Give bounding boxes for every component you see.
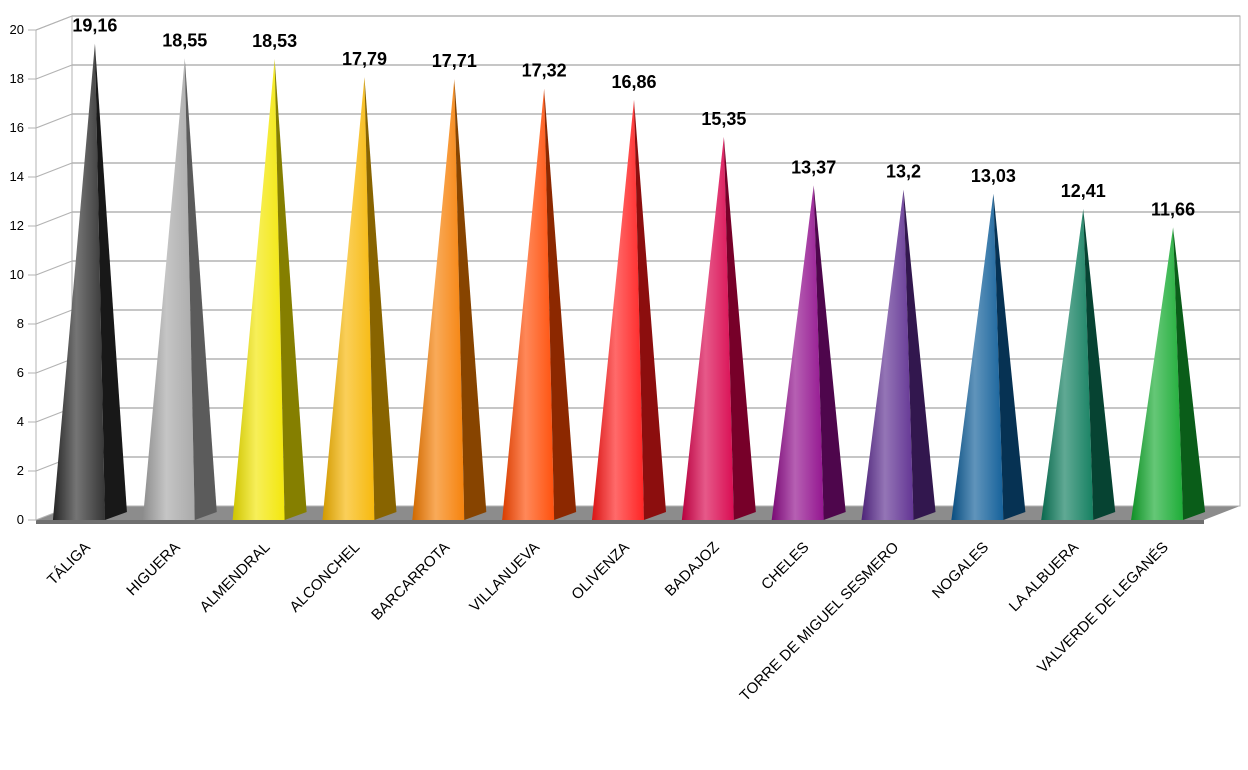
bar-torre-de-miguel-sesmero <box>861 189 936 520</box>
bar-front-face <box>1041 208 1094 520</box>
x-tick-label: BADAJOZ <box>662 539 723 600</box>
bar-cheles <box>771 185 846 520</box>
bar-alconchel <box>322 77 397 521</box>
gridline-side <box>35 358 73 374</box>
data-label: 18,55 <box>162 31 207 51</box>
y-tick-label: 20 <box>10 22 24 37</box>
data-label: 13,03 <box>971 166 1016 186</box>
data-label: 17,79 <box>342 49 387 69</box>
bar-side-face <box>364 77 397 521</box>
bar-t-liga <box>52 43 127 520</box>
y-tick-label: 16 <box>10 120 24 135</box>
x-tick-label: LA ALBUERA <box>1006 539 1082 615</box>
gridline-side <box>35 113 73 129</box>
y-tick-label: 0 <box>17 512 24 527</box>
bar-almendral <box>232 59 307 520</box>
bars <box>52 43 1206 521</box>
y-tick-label: 14 <box>10 169 24 184</box>
x-tick-label: BARCARROTA <box>368 539 453 624</box>
bar-side-face <box>723 136 756 521</box>
x-tick-label: TÁLIGA <box>44 539 94 589</box>
bar-nogales <box>951 193 1026 520</box>
bar-valverde-de-legan-s <box>1131 227 1206 520</box>
y-tick-label: 12 <box>10 218 24 233</box>
y-tick-label: 8 <box>17 316 24 331</box>
bar-barcarrota <box>412 79 487 520</box>
gridline-side <box>35 162 73 178</box>
bar-front-face <box>322 77 375 521</box>
x-tick-label: CHELES <box>758 539 812 593</box>
bar-front-face <box>232 59 285 520</box>
x-tick-label: NOGALES <box>929 539 992 602</box>
bar-front-face <box>52 43 105 520</box>
data-label: 13,37 <box>791 157 836 177</box>
y-tick-label: 6 <box>17 365 24 380</box>
data-label: 19,16 <box>72 16 117 36</box>
x-tick-label: ALMENDRAL <box>197 539 274 616</box>
y-tick-label: 10 <box>10 267 24 282</box>
bar-side-face <box>544 88 577 520</box>
bar-front-face <box>502 88 555 520</box>
data-label: 17,32 <box>522 61 567 81</box>
bar-side-face <box>993 193 1026 520</box>
data-label: 18,53 <box>252 31 297 51</box>
bar-side-face <box>1173 227 1206 520</box>
bar-front-face <box>861 189 914 520</box>
y-tick-label: 4 <box>17 414 24 429</box>
x-tick-label: ALCONCHEL <box>286 539 363 616</box>
data-labels: 19,16 18,55 18,53 17,79 17,71 17,32 16,86 15,35… <box>72 16 1195 220</box>
x-axis: TÁLIGA HIGUERA ALMENDRAL ALCONCHEL BARCARROT… <box>44 539 1172 705</box>
y-tick-label: 2 <box>17 463 24 478</box>
bar-side-face <box>1083 208 1116 520</box>
bar-side-face <box>274 59 307 520</box>
y-tick-label: 18 <box>10 71 24 86</box>
data-label: 17,71 <box>432 51 477 71</box>
data-label: 11,66 <box>1151 199 1195 219</box>
bar-badajoz <box>681 136 756 521</box>
bar-side-face <box>94 43 127 520</box>
bar-front-face <box>771 185 824 520</box>
data-label: 16,86 <box>611 72 656 92</box>
bar-front-face <box>142 58 195 521</box>
x-tick-label: HIGUERA <box>123 539 183 599</box>
bar-front-face <box>592 99 644 521</box>
gridline-side <box>35 260 73 276</box>
bar-front-face <box>681 136 734 521</box>
gridline-side <box>35 64 73 80</box>
x-tick-label: OLIVENZA <box>568 539 632 603</box>
bar-side-face <box>184 58 217 521</box>
y-axis: 0 2 4 6 8 10 12 14 16 18 20 <box>10 22 37 527</box>
bar-front-face <box>412 79 465 520</box>
data-label: 12,41 <box>1061 181 1106 201</box>
floor-edge <box>36 520 1204 524</box>
x-tick-label: VILLANUEVA <box>466 539 543 616</box>
bar-higuera <box>142 58 217 521</box>
gridline-side <box>35 309 73 325</box>
gridline-side <box>35 15 73 31</box>
gridline-side <box>35 211 73 227</box>
bar-villanueva <box>502 88 577 520</box>
bar-olivenza <box>592 99 666 521</box>
bar-side-face <box>634 99 666 521</box>
bar-front-face <box>951 193 1004 520</box>
bar-side-face <box>454 79 487 520</box>
x-tick-label: TORRE DE MIGUEL SESMERO <box>737 539 903 705</box>
bar-front-face <box>1131 227 1184 520</box>
bar-la-albuera <box>1041 208 1116 520</box>
data-label: 13,2 <box>886 162 921 182</box>
bar-side-face <box>813 185 846 520</box>
data-label: 15,35 <box>701 109 746 129</box>
bar-side-face <box>903 189 936 520</box>
